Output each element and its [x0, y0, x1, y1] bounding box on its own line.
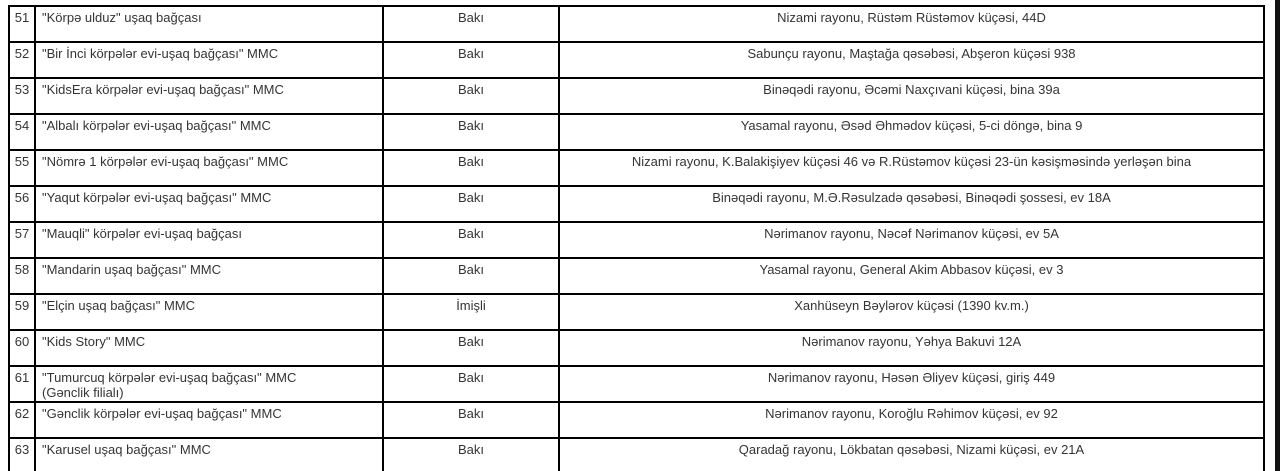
- address: Sabunçu rayonu, Maştağa qəsəbəsi, Abşero…: [558, 41, 1265, 79]
- row-number: 61: [8, 365, 36, 403]
- city: Bakı: [382, 365, 560, 403]
- table-row: 53 "KidsEra körpələr evi-uşaq bağçası" M…: [8, 77, 1265, 115]
- kindergarten-name: "Gənclik körpələr evi-uşaq bağçası" MMC: [34, 401, 384, 439]
- city: Bakı: [382, 149, 560, 187]
- row-number: 51: [8, 5, 36, 43]
- table-row: 59 "Elçin uşaq bağçası" MMC İmişli Xanhü…: [8, 293, 1265, 331]
- kindergarten-name: "KidsEra körpələr evi-uşaq bağçası" MMC: [34, 77, 384, 115]
- city: Bakı: [382, 5, 560, 43]
- table-row: 54 "Albalı körpələr evi-uşaq bağçası" MM…: [8, 113, 1265, 151]
- city: Bakı: [382, 437, 560, 471]
- kindergarten-name: "Nömrə 1 körpələr evi-uşaq bağçası" MMC: [34, 149, 384, 187]
- row-number: 57: [8, 221, 36, 259]
- table-row: 60 "Kids Story" MMC Bakı Nərimanov rayon…: [8, 329, 1265, 367]
- table-row: 63 "Karusel uşaq bağçası" MMC Bakı Qarad…: [8, 437, 1265, 471]
- city: Bakı: [382, 77, 560, 115]
- address: Nərimanov rayonu, Koroğlu Rəhimov küçəsi…: [558, 401, 1265, 439]
- row-number: 55: [8, 149, 36, 187]
- row-number: 54: [8, 113, 36, 151]
- city: Bakı: [382, 113, 560, 151]
- table-row: 58 "Mandarin uşaq bağçası" MMC Bakı Yasa…: [8, 257, 1265, 295]
- city: Bakı: [382, 401, 560, 439]
- table-row: 51 "Körpə ulduz" uşaq bağçası Bakı Nizam…: [8, 5, 1265, 43]
- kindergarten-name: "Mauqli" körpələr evi-uşaq bağçası: [34, 221, 384, 259]
- kindergarten-name: "Kids Story" MMC: [34, 329, 384, 367]
- address: Nizami rayonu, Rüstəm Rüstəmov küçəsi, 4…: [558, 5, 1265, 43]
- row-number: 62: [8, 401, 36, 439]
- row-number: 59: [8, 293, 36, 331]
- address: Nizami rayonu, K.Balakişiyev küçəsi 46 v…: [558, 149, 1265, 187]
- row-number: 52: [8, 41, 36, 79]
- city: Bakı: [382, 221, 560, 259]
- city: Bakı: [382, 257, 560, 295]
- address: Xanhüseyn Bəylərov küçəsi (1390 kv.m.): [558, 293, 1265, 331]
- table-row: 56 "Yaqut körpələr evi-uşaq bağçası" MMC…: [8, 185, 1265, 223]
- row-number: 53: [8, 77, 36, 115]
- row-number: 63: [8, 437, 36, 471]
- row-number: 56: [8, 185, 36, 223]
- page-edge-bar: [1275, 0, 1280, 471]
- kindergarten-name: "Mandarin uşaq bağçası" MMC: [34, 257, 384, 295]
- kindergarten-name: "Albalı körpələr evi-uşaq bağçası" MMC: [34, 113, 384, 151]
- table-row: 62 "Gənclik körpələr evi-uşaq bağçası" M…: [8, 401, 1265, 439]
- table-row: 55 "Nömrə 1 körpələr evi-uşaq bağçası" M…: [8, 149, 1265, 187]
- kindergarten-name: "Bir İnci körpələr evi-uşaq bağçası" MMC: [34, 41, 384, 79]
- table-body: 51 "Körpə ulduz" uşaq bağçası Bakı Nizam…: [8, 5, 1265, 471]
- city: Bakı: [382, 185, 560, 223]
- kindergarten-table: 51 "Körpə ulduz" uşaq bağçası Bakı Nizam…: [8, 5, 1265, 471]
- kindergarten-name: "Elçin uşaq bağçası" MMC: [34, 293, 384, 331]
- kindergarten-name: "Tumurcuq körpələr evi-uşaq bağçası" MMC…: [34, 365, 384, 403]
- address: Yasamal rayonu, General Akim Abbasov küç…: [558, 257, 1265, 295]
- row-number: 60: [8, 329, 36, 367]
- kindergarten-name: "Körpə ulduz" uşaq bağçası: [34, 5, 384, 43]
- address: Nərimanov rayonu, Yəhya Bakuvi 12A: [558, 329, 1265, 367]
- table-row: 52 "Bir İnci körpələr evi-uşaq bağçası" …: [8, 41, 1265, 79]
- address: Qaradağ rayonu, Lökbatan qəsəbəsi, Nizam…: [558, 437, 1265, 471]
- address: Yasamal rayonu, Əsəd Əhmədov küçəsi, 5-c…: [558, 113, 1265, 151]
- kindergarten-name: "Yaqut körpələr evi-uşaq bağçası" MMC: [34, 185, 384, 223]
- row-number: 58: [8, 257, 36, 295]
- city: İmişli: [382, 293, 560, 331]
- city: Bakı: [382, 41, 560, 79]
- address: Nərimanov rayonu, Həsən Əliyev küçəsi, g…: [558, 365, 1265, 403]
- address: Binəqədi rayonu, M.Ə.Rəsulzadə qəsəbəsi,…: [558, 185, 1265, 223]
- table-row: 57 "Mauqli" körpələr evi-uşaq bağçası Ba…: [8, 221, 1265, 259]
- table-row: 61 "Tumurcuq körpələr evi-uşaq bağçası" …: [8, 365, 1265, 403]
- address: Nərimanov rayonu, Nəcəf Nərimanov küçəsi…: [558, 221, 1265, 259]
- city: Bakı: [382, 329, 560, 367]
- kindergarten-name: "Karusel uşaq bağçası" MMC: [34, 437, 384, 471]
- address: Binəqədi rayonu, Əcəmi Naxçıvani küçəsi,…: [558, 77, 1265, 115]
